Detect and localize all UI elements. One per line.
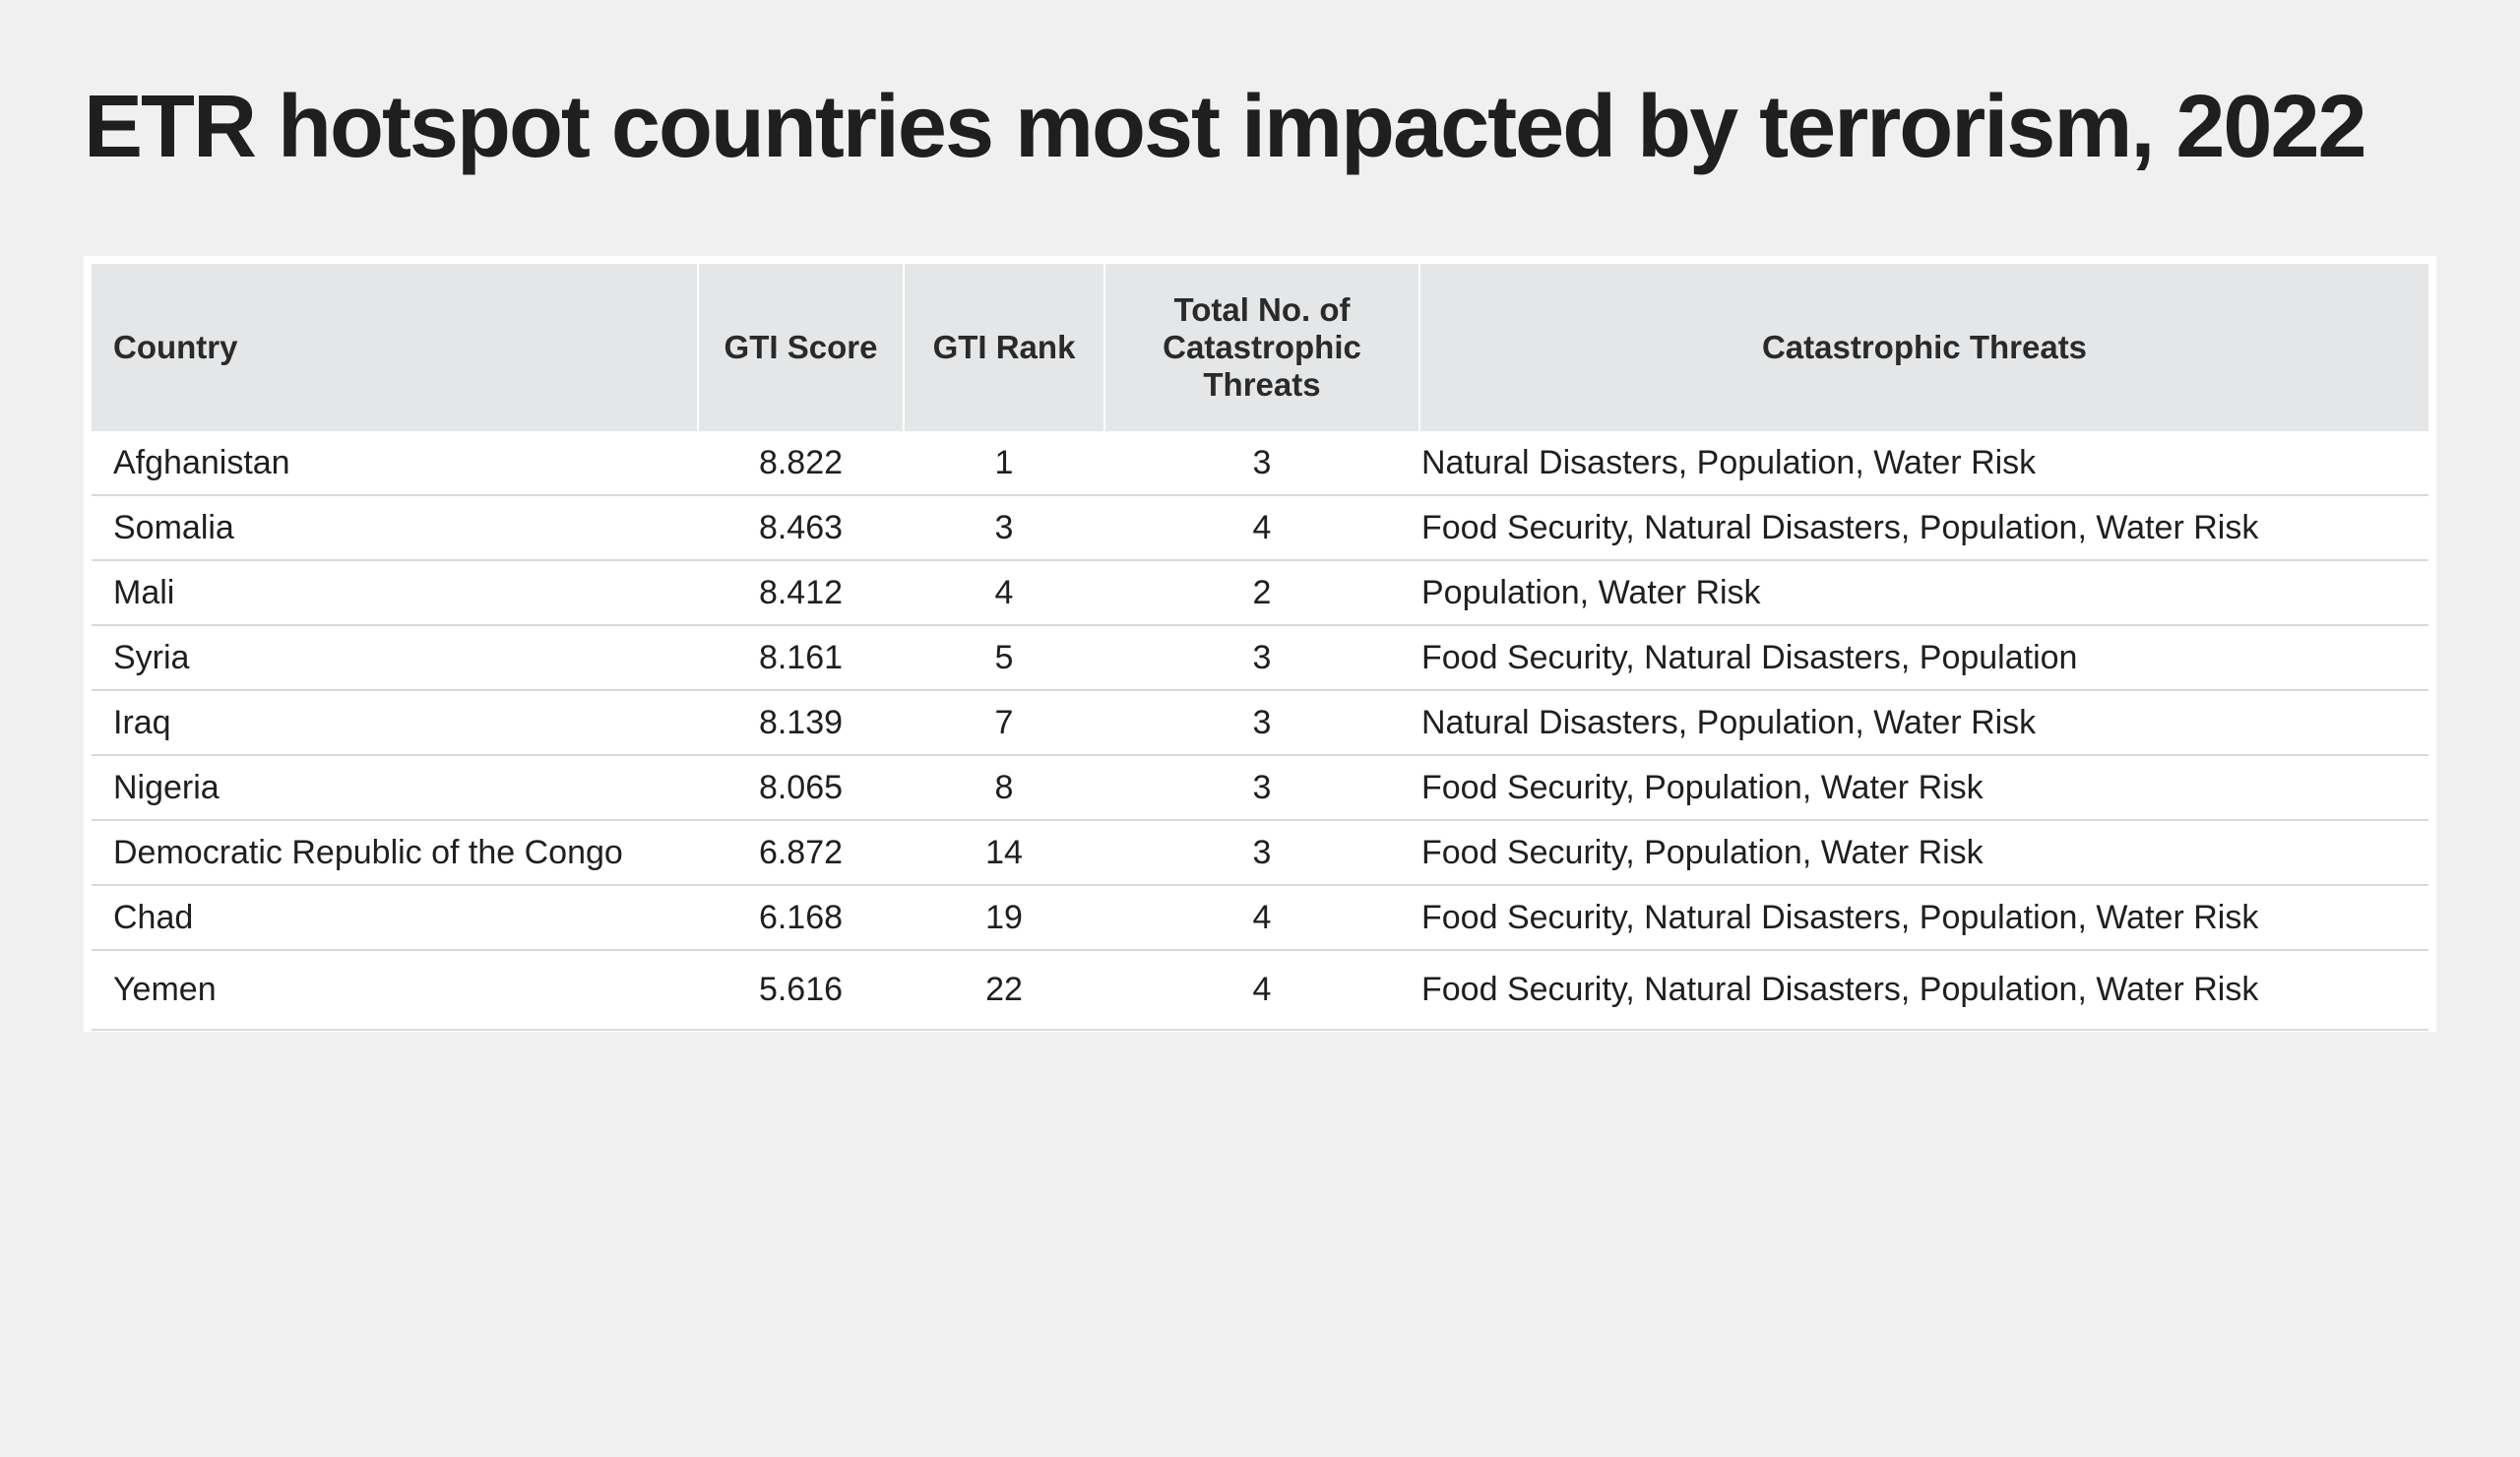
table-row: Yemen 5.616 22 4 Food Security, Natural Disa… [92,950,2428,1031]
cell-total-threats: 3 [1104,431,1419,496]
cell-catastrophic-threats: Food Security, Natural Disasters, Popula… [1419,950,2428,1031]
cell-total-threats: 4 [1104,950,1419,1031]
cell-catastrophic-threats: Population, Water Risk [1419,560,2428,626]
cell-total-threats: 3 [1104,690,1419,756]
cell-catastrophic-threats: Food Security, Population, Water Risk [1419,820,2428,886]
cell-catastrophic-threats: Natural Disasters, Population, Water Ris… [1419,690,2428,756]
cell-catastrophic-threats: Food Security, Natural Disasters, Popula… [1419,495,2428,561]
cell-gti-rank: 19 [904,885,1104,951]
table-body: Afghanistan 8.822 1 3 Natural Disasters, Pop… [92,431,2428,1031]
cell-country: Chad [92,885,698,951]
table-row: Afghanistan 8.822 1 3 Natural Disasters, Pop… [92,431,2428,496]
cell-total-threats: 2 [1104,560,1419,626]
cell-gti-rank: 7 [904,690,1104,756]
header-catastrophic-threats: Catastrophic Threats [1419,264,2428,431]
table-row: Democratic Republic of the Congo 6.872 14 3… [92,820,2428,886]
table-row: Syria 8.161 5 3 Food Security, Natural Disas… [92,625,2428,691]
cell-total-threats: 3 [1104,755,1419,821]
data-table-card: Country GTI Score GTI Rank Total No. of … [84,256,2436,1032]
cell-gti-score: 8.463 [698,495,904,561]
cell-total-threats: 3 [1104,625,1419,691]
cell-country: Democratic Republic of the Congo [92,820,698,886]
table-header: Country GTI Score GTI Rank Total No. of … [92,264,2428,431]
cell-catastrophic-threats: Food Security, Natural Disasters, Popula… [1419,625,2428,691]
cell-total-threats: 3 [1104,820,1419,886]
header-country: Country [92,264,699,431]
table-row: Chad 6.168 19 4 Food Security, Natural Disas… [92,885,2428,951]
table-row: Nigeria 8.065 8 3 Food Security, Population,… [92,755,2428,821]
cell-gti-score: 8.822 [698,431,904,496]
header-total-threats: Total No. of Catastrophic Threats [1104,264,1420,431]
table-row: Mali 8.412 4 2 Population, Water Risk [92,560,2428,626]
cell-country: Yemen [92,950,698,1031]
cell-gti-score: 6.168 [698,885,904,951]
cell-country: Syria [92,625,698,691]
cell-gti-rank: 22 [904,950,1104,1031]
cell-total-threats: 4 [1104,885,1419,951]
cell-gti-rank: 1 [904,431,1104,496]
table-row: Iraq 8.139 7 3 Natural Disasters, Population… [92,690,2428,756]
cell-gti-score: 8.412 [698,560,904,626]
cell-gti-score: 8.065 [698,755,904,821]
cell-country: Iraq [92,690,698,756]
table-row: Somalia 8.463 3 4 Food Security, Natural Dis… [92,495,2428,561]
cell-catastrophic-threats: Food Security, Natural Disasters, Popula… [1419,885,2428,951]
cell-catastrophic-threats: Natural Disasters, Population, Water Ris… [1419,431,2428,496]
cell-country: Afghanistan [92,431,698,496]
cell-gti-score: 6.872 [698,820,904,886]
cell-gti-score: 5.616 [698,950,904,1031]
cell-gti-rank: 8 [904,755,1104,821]
cell-total-threats: 4 [1104,495,1419,561]
cell-country: Somalia [92,495,698,561]
header-gti-score: GTI Score [698,264,905,431]
cell-gti-rank: 14 [904,820,1104,886]
table-header-row: Country GTI Score GTI Rank Total No. of … [92,264,2428,431]
cell-country: Nigeria [92,755,698,821]
cell-gti-rank: 4 [904,560,1104,626]
cell-gti-rank: 5 [904,625,1104,691]
header-gti-rank: GTI Rank [904,264,1105,431]
page-title: ETR hotspot countries most impacted by t… [84,78,2367,176]
data-table: Country GTI Score GTI Rank Total No. of … [92,264,2428,1031]
cell-gti-score: 8.139 [698,690,904,756]
cell-gti-score: 8.161 [698,625,904,691]
cell-gti-rank: 3 [904,495,1104,561]
cell-country: Mali [92,560,698,626]
cell-catastrophic-threats: Food Security, Population, Water Risk [1419,755,2428,821]
